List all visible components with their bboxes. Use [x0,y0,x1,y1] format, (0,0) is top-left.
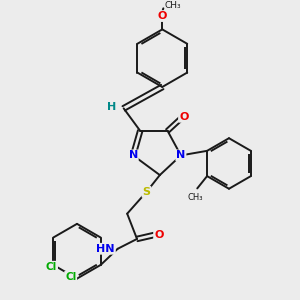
Text: O: O [154,230,164,240]
Text: CH₃: CH₃ [188,193,203,202]
Text: Cl: Cl [46,262,57,272]
Text: H: H [107,102,116,112]
Text: N: N [128,150,138,161]
Text: O: O [179,112,188,122]
Text: CH₃: CH₃ [164,1,181,10]
Text: S: S [142,187,151,197]
Text: N: N [176,150,185,161]
Text: Cl: Cl [65,272,76,282]
Text: O: O [158,11,167,21]
Text: HN: HN [96,244,115,254]
